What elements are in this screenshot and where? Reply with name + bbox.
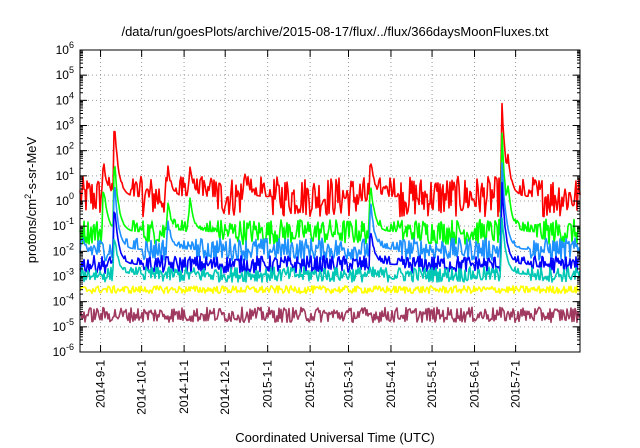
x-tick-label: 2015-1-1 xyxy=(261,360,275,408)
y-axis: 10-6 10-5 10-4 10-3 10-2 10-1 100 101 102 103 104 1… xyxy=(53,40,580,359)
series-2-line xyxy=(79,132,581,246)
y-axis-label: protons/cm2-s-sr-MeV xyxy=(23,136,39,263)
y-axis-label-sup: 2 xyxy=(23,194,33,199)
y-tick-label: 104 xyxy=(56,90,74,107)
x-axis: 2014-9-1 2014-10-1 2014-11-1 2014-12-1 2015-… xyxy=(94,50,523,415)
y-tick-label: 10-2 xyxy=(53,241,74,258)
y-tick-label: 103 xyxy=(56,116,74,133)
y-tick-label: 10-1 xyxy=(53,216,74,233)
x-tick-label: 2015-4-1 xyxy=(384,360,398,408)
x-tick-label: 2014-11-1 xyxy=(177,360,191,414)
y-tick-label: 105 xyxy=(56,65,74,82)
x-tick-label: 2015-5-1 xyxy=(425,360,439,408)
chart-title: /data/run/goesPlots/archive/2015-08-17/f… xyxy=(121,24,548,39)
y-axis-label-base: protons/cm xyxy=(24,199,39,263)
y-tick-label: 10-4 xyxy=(53,292,74,309)
y-tick-label: 10-5 xyxy=(53,317,74,334)
y-tick-label: 100 xyxy=(56,191,74,208)
series-5-line xyxy=(79,217,581,283)
y-tick-label: 101 xyxy=(56,166,74,183)
x-tick-label: 2015-3-1 xyxy=(341,360,355,408)
x-tick-label: 2014-10-1 xyxy=(135,360,149,415)
x-tick-label: 2014-12-1 xyxy=(218,360,232,415)
x-tick-label: 2014-9-1 xyxy=(94,360,108,408)
series-group xyxy=(79,102,581,324)
series-1-line xyxy=(79,102,581,218)
x-tick-label: 2015-7-1 xyxy=(509,360,523,408)
series-6-line xyxy=(79,285,581,295)
y-axis-label-rest: -s-sr-MeV xyxy=(24,136,39,193)
series-3-line xyxy=(79,162,581,262)
x-axis-label: Coordinated Universal Time (UTC) xyxy=(235,430,434,445)
y-tick-label: 10-3 xyxy=(53,267,74,284)
y-tick-label: 10-6 xyxy=(53,342,74,359)
series-7-line xyxy=(79,306,581,324)
x-tick-label: 2015-6-1 xyxy=(468,360,482,408)
y-tick-label: 106 xyxy=(56,40,74,57)
x-tick-label: 2015-2-1 xyxy=(303,360,317,408)
y-tick-label: 102 xyxy=(56,141,74,158)
